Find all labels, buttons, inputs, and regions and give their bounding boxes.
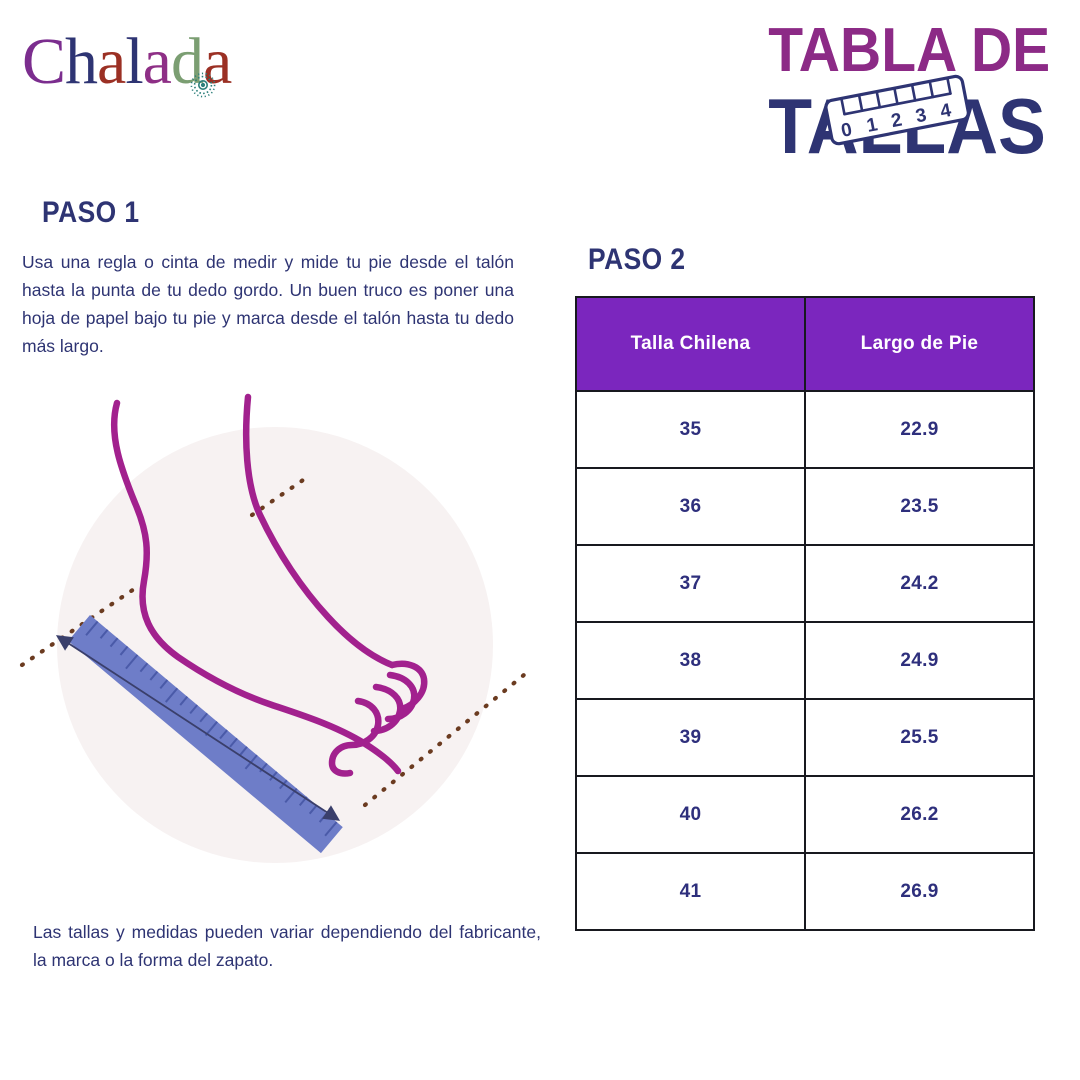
cell-largo-de-pie: 25.5 <box>804 698 1035 777</box>
table-row: 39 25.5 <box>575 698 1035 777</box>
brand-logo-text: Chalada <box>22 22 282 102</box>
cell-talla-chilena: 41 <box>575 852 806 931</box>
table-row: 37 24.2 <box>575 544 1035 623</box>
step2-heading: PASO 2 <box>588 243 686 276</box>
measurement-arrow <box>55 635 341 821</box>
cell-largo-de-pie: 24.2 <box>804 544 1035 623</box>
logo-letter-h: h <box>65 25 98 98</box>
cell-largo-de-pie: 22.9 <box>804 390 1035 469</box>
size-table-head: Talla Chilena Largo de Pie <box>575 296 1035 392</box>
column-header-largo-de-pie: Largo de Pie <box>804 296 1035 392</box>
foot-outline <box>110 393 428 777</box>
ruler-badge-number-2: 2 <box>889 110 903 133</box>
logo-letter-a-1: a <box>97 25 126 98</box>
column-header-talla-chilena: Talla Chilena <box>575 296 806 392</box>
cell-largo-de-pie: 26.9 <box>804 852 1035 931</box>
cell-talla-chilena: 35 <box>575 390 806 469</box>
cell-talla-chilena: 38 <box>575 621 806 700</box>
table-row: 35 22.9 <box>575 390 1035 469</box>
ruler-badge-number-4: 4 <box>939 100 954 123</box>
step1-heading: PASO 1 <box>42 196 140 229</box>
ruler-badge-number-3: 3 <box>914 105 928 128</box>
brand-logo: Chalada <box>22 22 282 102</box>
flower-mandala-icon <box>190 72 216 98</box>
ruler-badge-number-1: 1 <box>865 114 880 137</box>
size-table-container: Talla Chilena Largo de Pie 35 22.9 36 23.5 3… <box>575 296 1035 931</box>
table-row: 41 26.9 <box>575 852 1035 931</box>
cell-talla-chilena: 36 <box>575 467 806 546</box>
ruler-badge-number-0: 0 <box>839 119 853 142</box>
step1-body-text: Usa una regla o cinta de medir y mide tu… <box>22 252 514 356</box>
guide-line-heel <box>19 582 143 668</box>
table-row: 36 23.5 <box>575 467 1035 546</box>
cell-talla-chilena: 37 <box>575 544 806 623</box>
footer-disclaimer: Las tallas y medidas pueden variar depen… <box>33 922 541 970</box>
cell-talla-chilena: 40 <box>575 775 806 854</box>
logo-letter-c: C <box>22 25 66 98</box>
cell-talla-chilena: 39 <box>575 698 806 777</box>
page-title: TABLA DE TALLAS 0 1 2 3 4 <box>745 16 1051 190</box>
logo-letter-a-2: a <box>142 25 172 98</box>
size-table: Talla Chilena Largo de Pie 35 22.9 36 23.5 3… <box>575 296 1035 931</box>
logo-letter-l: l <box>125 25 143 98</box>
foot-measurement-diagram <box>19 393 533 863</box>
ruler-badge-icon: 0 1 2 3 4 <box>824 74 970 146</box>
cell-largo-de-pie: 24.9 <box>804 621 1035 700</box>
guide-line-ankle <box>249 475 309 518</box>
page-title-line-1: TABLA DE <box>768 16 1051 85</box>
size-table-body: 35 22.9 36 23.5 37 24.2 38 24.9 39 25.5 40 26.2 41 26… <box>575 390 1035 931</box>
table-row: 38 24.9 <box>575 621 1035 700</box>
guide-line-toe <box>362 667 533 808</box>
cell-largo-de-pie: 26.2 <box>804 775 1035 854</box>
table-row: 40 26.2 <box>575 775 1035 854</box>
size-table-header-row: Talla Chilena Largo de Pie <box>575 296 1035 392</box>
cell-largo-de-pie: 23.5 <box>804 467 1035 546</box>
